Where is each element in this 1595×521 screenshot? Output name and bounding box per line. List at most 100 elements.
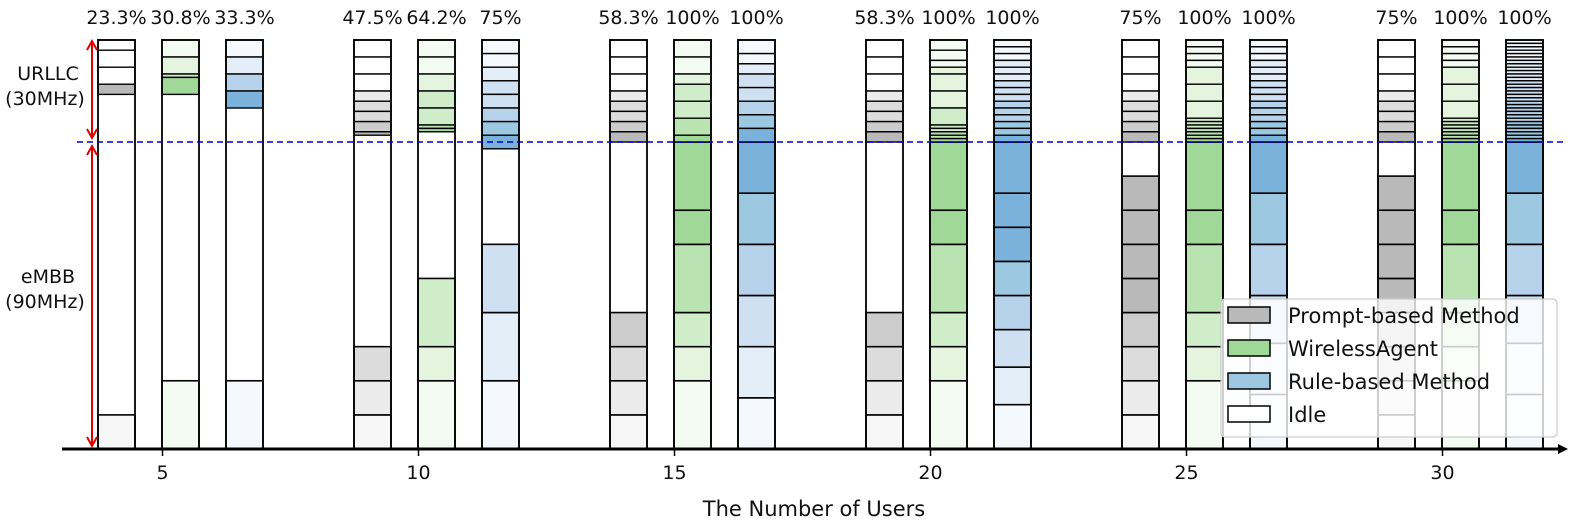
urllc-segment	[737, 127, 776, 143]
embb-segment	[993, 192, 1032, 229]
urllc-segment	[481, 93, 520, 109]
bar-percent-label: 100%	[1433, 7, 1487, 29]
urllc-segment	[609, 120, 648, 133]
embb-segment	[481, 379, 520, 450]
urllc-segment	[1121, 56, 1160, 75]
bar-rule-users-10	[481, 39, 520, 450]
urllc-segment	[1249, 107, 1288, 116]
embb-segment	[993, 328, 1032, 368]
urllc-segment	[929, 49, 968, 62]
embb-segment	[1505, 141, 1544, 194]
urllc-bandwidth-label: (30MHz)	[5, 88, 85, 110]
bar-percent-label: 100%	[665, 7, 719, 29]
urllc-segment	[1441, 59, 1480, 68]
urllc-segment	[865, 110, 904, 123]
urllc-segment	[225, 39, 264, 58]
urllc-segment	[993, 52, 1032, 62]
bar-prompt-users-15	[609, 39, 648, 450]
bars-layer	[97, 39, 1544, 450]
urllc-segment	[609, 131, 648, 143]
embb-segment	[1121, 277, 1160, 314]
urllc-segment	[1249, 46, 1288, 55]
legend-swatch	[1227, 372, 1271, 390]
embb-segment	[1249, 141, 1288, 194]
embb-segment	[737, 192, 776, 246]
urllc-segment	[1249, 52, 1288, 62]
urllc-segment	[417, 56, 456, 75]
legend-label: WirelessAgent	[1288, 337, 1438, 361]
embb-segment	[993, 366, 1032, 406]
embb-segment	[1121, 379, 1160, 416]
legend-entry-rule: Rule-based Method	[1227, 370, 1490, 394]
urllc-segment	[929, 90, 968, 109]
x-tick-label: 5	[156, 462, 168, 484]
urllc-segment	[481, 52, 520, 68]
embb-segment	[865, 379, 904, 416]
embb-segment	[1185, 209, 1224, 246]
urllc-segment	[353, 56, 392, 75]
urllc-segment	[1377, 39, 1416, 58]
urllc-segment	[993, 46, 1032, 55]
embb-segment	[353, 414, 392, 450]
urllc-segment	[929, 107, 968, 126]
urllc-segment	[993, 59, 1032, 68]
urllc-segment	[1377, 73, 1416, 92]
urllc-segment	[481, 66, 520, 82]
embb-segment	[929, 141, 968, 212]
x-tick-label: 10	[406, 462, 430, 484]
urllc-segment	[1121, 90, 1160, 102]
urllc-segment	[737, 52, 776, 65]
urllc-segment	[97, 83, 136, 96]
bar-percent-label: 23.3%	[86, 7, 146, 29]
embb-segment	[417, 345, 456, 382]
urllc-segment	[1185, 39, 1224, 48]
urllc-segment	[609, 100, 648, 113]
region-arrows	[86, 38, 98, 449]
embb-segment	[673, 243, 712, 314]
embb-segment	[1377, 175, 1416, 212]
bar-percent-label: 100%	[1497, 7, 1551, 29]
urllc-segment	[481, 39, 520, 55]
urllc-segment	[353, 73, 392, 92]
bar-rule-users-15	[737, 39, 776, 450]
urllc-segment	[1121, 131, 1160, 143]
urllc-segment	[1441, 46, 1480, 55]
bar-percent-label: 75%	[479, 7, 521, 29]
urllc-segment	[353, 90, 392, 102]
arrow-head-up	[86, 38, 98, 51]
urllc-segment	[865, 73, 904, 92]
embb-segment	[865, 345, 904, 382]
urllc-segment	[993, 134, 1032, 143]
urllc-segment	[353, 120, 392, 133]
embb-segment	[1505, 243, 1544, 297]
urllc-segment	[1185, 100, 1224, 119]
urllc-segment	[1249, 66, 1288, 75]
urllc-segment	[1441, 39, 1480, 48]
embb-segment	[1121, 345, 1160, 382]
urllc-segment	[1441, 66, 1480, 85]
embb-segment	[1121, 414, 1160, 450]
urllc-segment	[1249, 73, 1288, 82]
embb-segment	[993, 260, 1032, 297]
embb-segment	[993, 141, 1032, 194]
urllc-segment	[1121, 110, 1160, 123]
bar-percent-label: 58.3%	[598, 7, 658, 29]
embb-segment	[1121, 209, 1160, 246]
urllc-segment	[737, 63, 776, 75]
x-tick-label: 25	[1174, 462, 1198, 484]
bar-percent-label: 100%	[985, 7, 1039, 29]
embb-segment	[1441, 141, 1480, 212]
urllc-segment	[353, 110, 392, 123]
embb-segment	[929, 379, 968, 450]
embb-segment	[1249, 243, 1288, 297]
urllc-segment	[865, 56, 904, 75]
urllc-segment	[1249, 59, 1288, 68]
embb-segment	[1185, 243, 1224, 314]
urllc-segment	[161, 39, 200, 58]
urllc-segment	[417, 107, 456, 126]
urllc-segment	[673, 56, 712, 75]
urllc-segment	[929, 66, 968, 75]
urllc-segment	[481, 120, 520, 136]
embb-segment	[1505, 192, 1544, 246]
